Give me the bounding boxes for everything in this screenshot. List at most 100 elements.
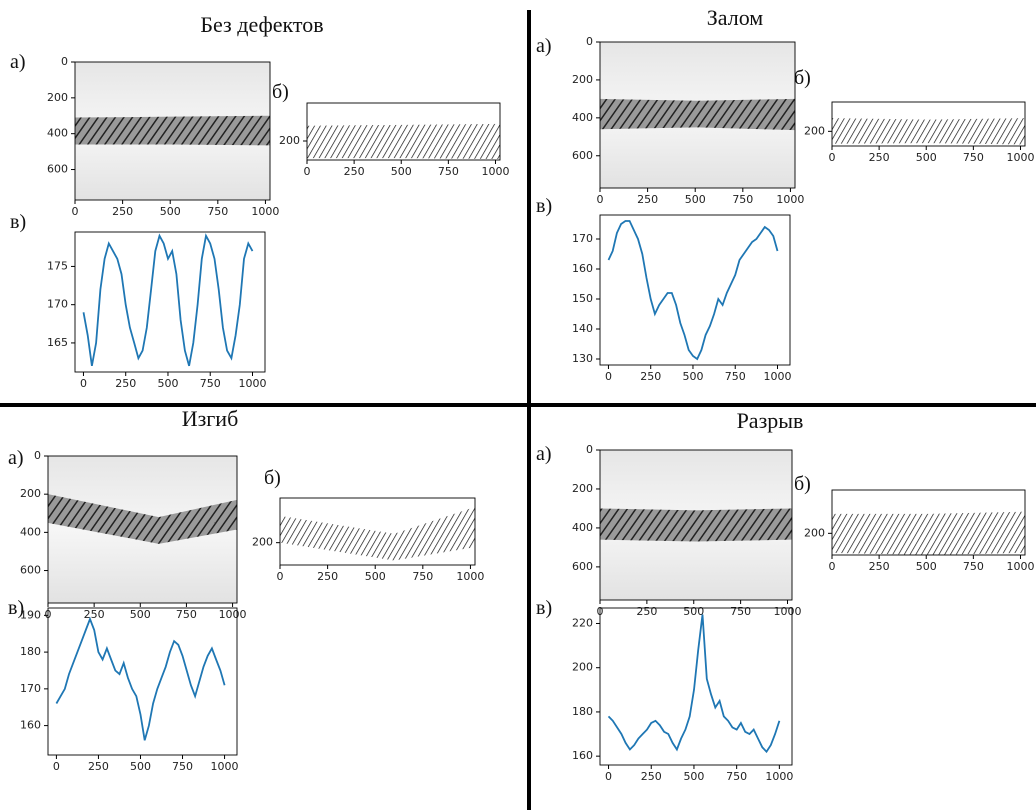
line-series [607, 614, 781, 754]
rope [280, 506, 475, 561]
y-tick-label: 130 [572, 352, 593, 365]
x-tick-label: 0 [829, 151, 836, 164]
x-tick-label: 1000 [219, 608, 247, 621]
x-tick-label: 1000 [1006, 151, 1034, 164]
axes-frame [74, 61, 271, 201]
x-tick-label: 500 [365, 570, 386, 583]
y-tick-label: 165 [47, 336, 68, 349]
x-tick-label: 0 [597, 193, 604, 206]
y-tick-label: 200 [279, 134, 300, 147]
x-tick-label: 750 [963, 151, 984, 164]
x-tick-label: 750 [200, 377, 221, 390]
x-tick-label: 250 [869, 151, 890, 164]
y-tick-label: 180 [20, 645, 41, 658]
x-tick-label: 250 [115, 377, 136, 390]
panel-title: Без дефектов [200, 12, 323, 37]
x-tick-label: 1000 [481, 165, 509, 178]
x-tick-label: 1000 [765, 770, 793, 783]
panel-label: в) [10, 211, 26, 233]
x-tick-label: 1000 [251, 205, 279, 218]
x-tick-label: 750 [176, 608, 197, 621]
rope [832, 118, 1025, 145]
y-tick-label: 400 [572, 521, 593, 534]
rope [600, 508, 792, 542]
panel-title: Разрыв [737, 408, 804, 433]
axes-frame [47, 607, 238, 756]
panel-label: а) [10, 51, 26, 73]
axes-frame [599, 449, 793, 601]
y-tick-label: 200 [572, 73, 593, 86]
x-tick-label: 500 [130, 608, 151, 621]
y-tick-label: 150 [572, 292, 593, 305]
x-tick-label: 500 [683, 770, 704, 783]
y-tick-label: 200 [804, 526, 825, 539]
x-tick-label: 750 [732, 193, 753, 206]
x-tick-label: 500 [160, 205, 181, 218]
rope [600, 98, 795, 131]
x-tick-label: 1000 [456, 570, 484, 583]
x-tick-label: 750 [172, 760, 193, 773]
y-tick-label: 600 [572, 560, 593, 573]
x-tick-label: 250 [317, 570, 338, 583]
panel-label: а) [536, 443, 552, 465]
x-tick-label: 1000 [763, 370, 791, 383]
rope [48, 494, 237, 544]
x-tick-label: 1000 [776, 193, 804, 206]
axes-frame [279, 497, 476, 566]
y-tick-label: 600 [20, 564, 41, 577]
x-tick-label: 250 [84, 608, 105, 621]
axes-frame [47, 455, 238, 604]
x-tick-label: 250 [112, 205, 133, 218]
x-tick-label: 1000 [1006, 560, 1034, 573]
rope [832, 511, 1025, 555]
x-tick-label: 750 [730, 605, 751, 618]
x-tick-label: 0 [72, 205, 79, 218]
y-tick-label: 600 [572, 149, 593, 162]
x-tick-label: 500 [130, 760, 151, 773]
x-tick-label: 0 [53, 760, 60, 773]
x-tick-label: 1000 [238, 377, 266, 390]
line-series [55, 616, 226, 741]
x-tick-label: 250 [344, 165, 365, 178]
x-tick-label: 750 [412, 570, 433, 583]
x-tick-label: 750 [438, 165, 459, 178]
axes-frame [74, 231, 266, 373]
axes-frame [599, 607, 793, 766]
y-tick-label: 170 [20, 682, 41, 695]
panel-label: в) [8, 597, 24, 619]
x-tick-label: 500 [682, 370, 703, 383]
y-tick-label: 400 [47, 127, 68, 140]
y-tick-label: 175 [47, 259, 68, 272]
x-tick-label: 250 [869, 560, 890, 573]
y-tick-label: 0 [61, 55, 68, 68]
x-tick-label: 0 [80, 377, 87, 390]
x-tick-label: 250 [641, 770, 662, 783]
x-tick-label: 1000 [774, 605, 802, 618]
x-tick-label: 500 [916, 560, 937, 573]
panel-label: в) [536, 195, 552, 217]
x-tick-label: 500 [683, 605, 704, 618]
line-series [82, 233, 254, 367]
panel-label: б) [794, 473, 811, 495]
x-tick-label: 250 [636, 605, 657, 618]
x-tick-label: 750 [726, 770, 747, 783]
x-tick-label: 0 [277, 570, 284, 583]
y-tick-label: 400 [572, 111, 593, 124]
y-tick-label: 200 [804, 124, 825, 137]
axes-frame [599, 41, 796, 189]
y-tick-label: 200 [47, 91, 68, 104]
panel-label: б) [264, 467, 281, 489]
panel-label: б) [794, 67, 811, 89]
y-tick-label: 200 [572, 482, 593, 495]
x-tick-label: 750 [207, 205, 228, 218]
x-tick-label: 250 [88, 760, 109, 773]
y-tick-label: 160 [572, 749, 593, 762]
panel-label: а) [536, 35, 552, 57]
y-tick-label: 220 [572, 616, 593, 629]
panel-title: Залом [707, 5, 764, 30]
y-tick-label: 190 [20, 608, 41, 621]
y-tick-label: 140 [572, 322, 593, 335]
x-tick-label: 500 [391, 165, 412, 178]
y-tick-label: 0 [586, 35, 593, 48]
